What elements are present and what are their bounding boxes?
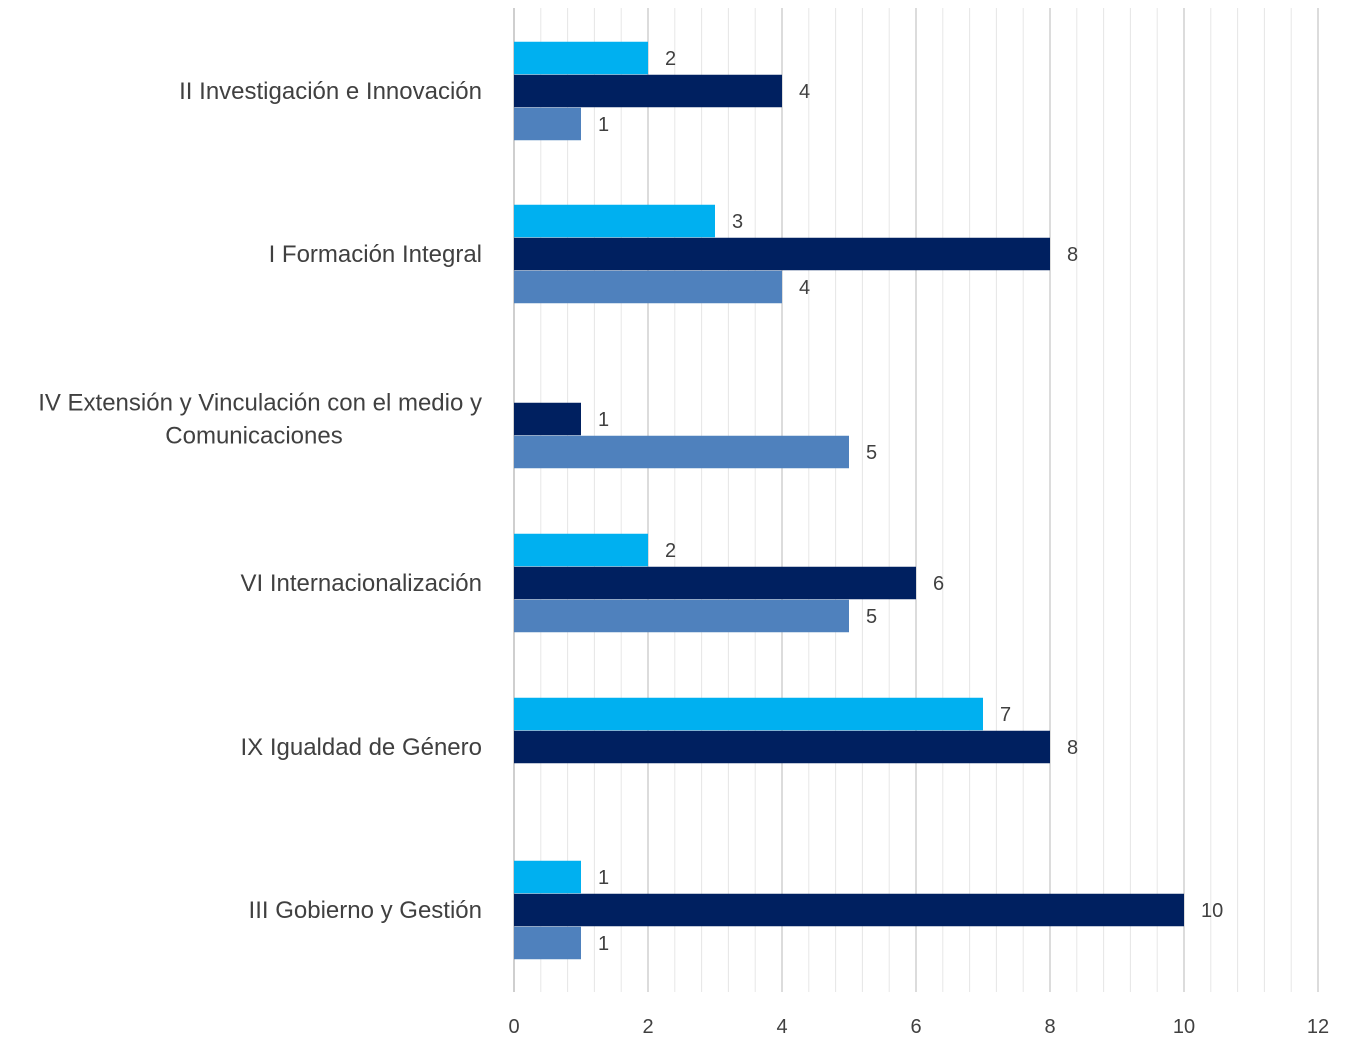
- bar-series-3: [514, 270, 782, 304]
- bar-series-2: [514, 237, 1050, 271]
- x-tick-label: 6: [910, 1016, 921, 1037]
- bar-series-2: [514, 893, 1184, 927]
- category-label: VI Internacionalización: [241, 570, 482, 597]
- x-tick-label: 4: [776, 1016, 787, 1037]
- category-label: II Investigación e Innovación: [179, 78, 482, 105]
- data-label: 2: [665, 48, 676, 70]
- category-label: Comunicaciones: [165, 423, 342, 450]
- bar-series-2: [514, 74, 782, 108]
- bar-series-3: [514, 926, 581, 960]
- data-label: 1: [598, 409, 609, 431]
- data-label: 5: [866, 442, 877, 464]
- data-label: 4: [799, 277, 810, 299]
- data-label: 8: [1067, 737, 1078, 759]
- data-label: 8: [1067, 244, 1078, 266]
- bar-series-2: [514, 566, 916, 600]
- data-label: 10: [1201, 900, 1223, 922]
- data-label: 3: [732, 211, 743, 233]
- bar-series-2: [514, 402, 581, 436]
- data-labels-layer: 2 4 1 3 8 4 1 5 2 6 5 7 8 1 10 1: [598, 48, 1223, 955]
- bar-series-1: [514, 204, 715, 238]
- x-tick-label: 10: [1173, 1016, 1195, 1037]
- category-labels-layer: II Investigación e Innovación I Formación…: [38, 78, 482, 924]
- bar-series-2: [514, 730, 1050, 764]
- x-tick-labels-layer: 0 2 4 6 8 10 12: [508, 1016, 1329, 1038]
- bar-series-3: [514, 599, 849, 633]
- data-label: 6: [933, 573, 944, 595]
- bar-series-1: [514, 697, 983, 731]
- data-label: 1: [598, 114, 609, 136]
- data-label: 1: [598, 867, 609, 889]
- data-label: 2: [665, 540, 676, 562]
- x-tick-label: 12: [1307, 1016, 1329, 1037]
- x-tick-label: 8: [1044, 1016, 1055, 1037]
- category-label: IV Extensión y Vinculación con el medio …: [38, 390, 482, 417]
- category-label: III Gobierno y Gestión: [249, 897, 482, 924]
- grid-layer: [513, 8, 1319, 992]
- category-label: IX Igualdad de Género: [240, 734, 482, 761]
- data-label: 7: [1000, 704, 1011, 726]
- bar-series-3: [514, 107, 581, 141]
- bars-layer: [514, 41, 1184, 960]
- x-tick-label: 2: [642, 1016, 653, 1037]
- bar-series-1: [514, 41, 648, 75]
- x-tick-label: 0: [508, 1016, 519, 1037]
- bar-series-3: [514, 435, 849, 469]
- data-label: 4: [799, 81, 810, 103]
- category-label: I Formación Integral: [269, 241, 482, 268]
- data-label: 1: [598, 933, 609, 955]
- data-label: 5: [866, 606, 877, 628]
- bar-series-1: [514, 533, 648, 567]
- bar-series-1: [514, 860, 581, 894]
